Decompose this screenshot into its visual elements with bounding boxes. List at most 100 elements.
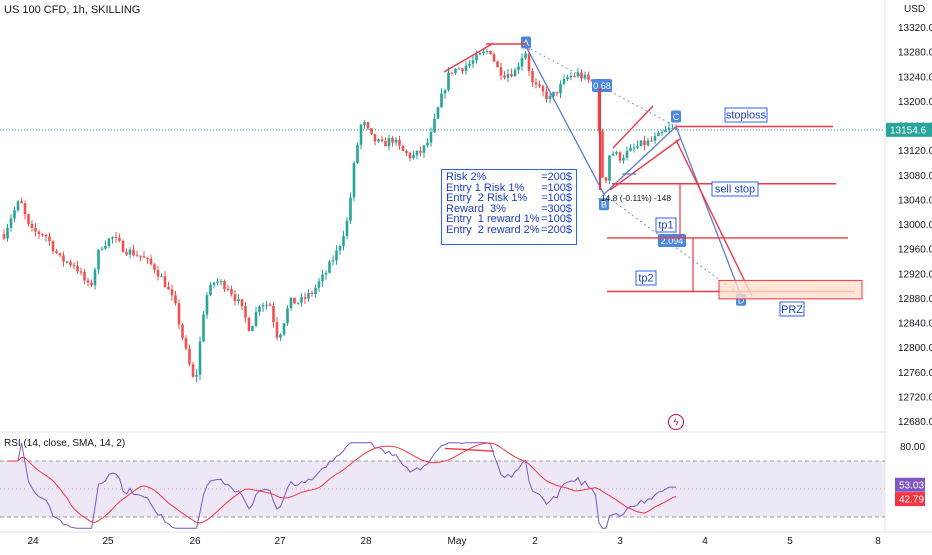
candle-body xyxy=(198,341,202,375)
candle-body xyxy=(436,107,440,119)
candle-body xyxy=(538,84,541,87)
y-tick-label: 12840.0 xyxy=(898,319,932,330)
level-label-box xyxy=(655,217,677,233)
candle-body xyxy=(282,323,286,335)
candle-body xyxy=(244,306,247,318)
y-tick-label: 13040.0 xyxy=(898,195,932,206)
candle-body xyxy=(391,137,394,143)
candle-body xyxy=(482,51,485,54)
candle-body xyxy=(576,72,580,77)
candle-body xyxy=(485,51,489,53)
candle-body xyxy=(408,152,412,159)
candle-body xyxy=(41,234,44,236)
candle-body xyxy=(328,261,331,273)
swing-point-badge xyxy=(599,198,609,211)
candle-body xyxy=(296,302,300,304)
candle-body xyxy=(629,147,632,151)
note-value: =200$ xyxy=(541,223,572,236)
candle-body xyxy=(471,60,475,64)
candle-body xyxy=(412,155,415,159)
wedge-line xyxy=(612,105,654,149)
y-tick-label: 13000.0 xyxy=(898,220,932,231)
last-price-text: 13154.6 xyxy=(890,125,927,136)
candle-body xyxy=(531,71,534,83)
candle-body xyxy=(650,140,653,142)
prz-zone xyxy=(718,279,863,300)
candle-body xyxy=(489,51,492,55)
candle-body xyxy=(310,292,314,295)
candle-body xyxy=(464,65,468,71)
candle-body xyxy=(415,150,419,156)
level-label: stoploss xyxy=(726,110,767,122)
x-tick-label: 5 xyxy=(787,536,793,547)
candle-body xyxy=(268,304,272,306)
candle-body xyxy=(97,249,100,270)
candle-body xyxy=(541,86,545,92)
x-tick-label: 25 xyxy=(102,536,114,547)
candle-body xyxy=(625,150,629,158)
candle-body xyxy=(314,287,317,295)
note-key: Reward 3% xyxy=(446,202,506,215)
candle-body xyxy=(272,305,275,323)
candle-body xyxy=(373,134,377,142)
candle-body xyxy=(6,227,9,239)
candle-body xyxy=(429,131,433,143)
candle-body xyxy=(258,306,261,313)
candle-body xyxy=(23,203,27,215)
trend-line xyxy=(443,43,493,73)
candle-body xyxy=(338,245,342,251)
y-tick-label: 13200.0 xyxy=(898,97,932,108)
candle-body xyxy=(55,251,58,254)
note-value: =100$ xyxy=(541,181,572,194)
candle-body xyxy=(223,281,226,289)
y-tick-label: 13240.0 xyxy=(898,72,932,83)
candle-body xyxy=(646,140,650,146)
x-tick-label: 26 xyxy=(189,536,201,547)
candle-body xyxy=(125,251,128,255)
candle-body xyxy=(90,282,93,286)
swing-point-label: C xyxy=(673,112,680,122)
rsi-value-tag xyxy=(895,477,925,492)
candle-body xyxy=(513,69,517,77)
candle-body xyxy=(114,236,118,238)
candle-body xyxy=(233,294,237,301)
swing-point-label: D xyxy=(738,295,745,305)
risk-notes-box[interactable]: Risk 2% =200$ Entry 1 Risk 1% =100$ Entry … xyxy=(441,169,577,245)
candle-body xyxy=(331,260,335,262)
rsi-sma-text: 42.79 xyxy=(899,495,924,506)
candle-body xyxy=(34,227,37,232)
candle-body xyxy=(100,248,104,250)
swing-point-label: B xyxy=(601,200,607,210)
candle-body xyxy=(279,334,282,338)
candle-body xyxy=(324,272,328,275)
candle-body xyxy=(58,253,62,256)
fib-ratio-label: 0.68 xyxy=(593,81,611,91)
candle-body xyxy=(443,90,447,94)
candle-body xyxy=(349,197,352,221)
candle-body xyxy=(237,299,240,301)
candle-body xyxy=(506,74,510,78)
candle-body xyxy=(636,145,639,148)
candle-body xyxy=(251,326,254,332)
candle-body xyxy=(83,271,86,281)
candle-body xyxy=(363,122,366,125)
rsi-sma-line xyxy=(7,442,677,524)
swing-point-label: A xyxy=(523,38,529,48)
note-key: Entry 1 Risk 1% xyxy=(446,181,525,194)
candle-body xyxy=(615,152,618,154)
candle-body xyxy=(601,130,604,178)
candle-body xyxy=(583,74,587,79)
candle-body xyxy=(366,122,370,129)
candle-body xyxy=(79,271,83,273)
rsi-value-text: 53.03 xyxy=(899,480,924,491)
candle-body xyxy=(139,255,142,257)
y-tick-label: 12880.0 xyxy=(898,294,932,305)
candle-body xyxy=(422,145,426,153)
candle-body xyxy=(303,297,307,299)
candle-body xyxy=(562,79,566,84)
candle-body xyxy=(107,238,111,246)
candle-body xyxy=(534,82,538,85)
candle-body xyxy=(352,162,356,198)
candle-body xyxy=(552,91,555,97)
candle-body xyxy=(118,237,121,241)
